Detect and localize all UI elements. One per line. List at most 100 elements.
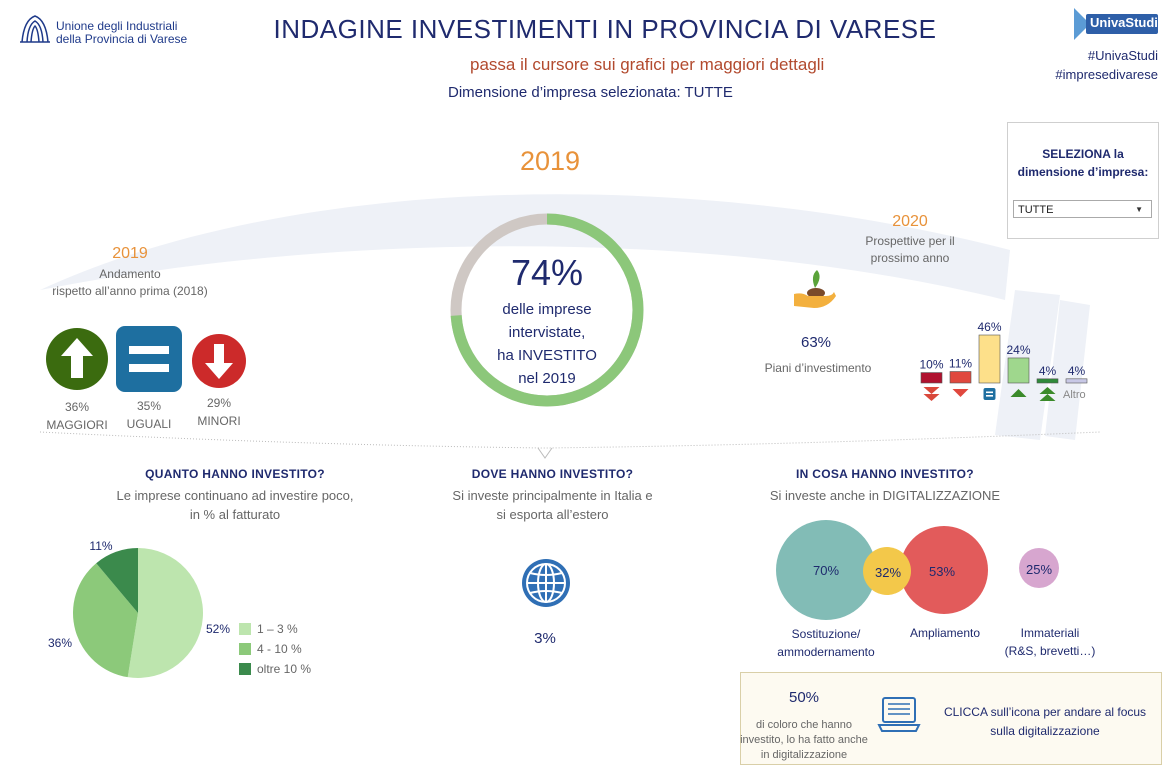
label-immateriali-line2: (R&S, brevetti…) <box>1004 644 1096 658</box>
unione-logo-icon <box>20 15 50 43</box>
digital-description: di coloro che hanno investito, lo ha fat… <box>733 718 875 763</box>
legend-label-2: oltre 10 % <box>257 662 312 676</box>
trend-down-pct: 29% <box>206 396 232 410</box>
trend-equal-item[interactable] <box>116 326 182 397</box>
equals-icon <box>983 388 996 400</box>
logo-line2: della Provincia di Varese <box>56 32 188 46</box>
laptop-button[interactable] <box>877 695 921 740</box>
cosa-title: IN COSA HANNO INVESTITO? <box>796 467 974 481</box>
outlook-line1: Prospettive per il <box>865 234 955 248</box>
outlook-line2: prossimo anno <box>870 251 950 265</box>
invested-line4: nel 2019 <box>518 370 576 387</box>
label-sostituzione-line1: Sostituzione/ <box>791 627 861 641</box>
outlook-bar-3[interactable] <box>1007 357 1030 384</box>
altro-label: Altro <box>1063 389 1086 401</box>
chevron-down-icon[interactable]: ▼ <box>1135 205 1143 214</box>
investment-bubbles[interactable] <box>770 515 1070 625</box>
cosa-subtitle: Si investe anche in DIGITALIZZAZIONE <box>769 488 1001 503</box>
quanto-line2: in % al fatturato <box>189 507 281 522</box>
logo-line1: Unione degli Industriali <box>56 19 178 33</box>
dove-subtitle: Si investe principalmente in Italia e si… <box>420 486 685 524</box>
outlook-description: Prospettive per il prossimo anno <box>830 233 990 267</box>
brand-name: UnivaStudi <box>1090 15 1158 30</box>
digital-line2: investito, lo ha fatto anche <box>740 734 868 746</box>
outlook-bar-label-4: 4% <box>1039 364 1057 378</box>
selected-dimension: Dimensione d’impresa selezionata: TUTTE <box>448 84 733 101</box>
globe-item[interactable] <box>521 558 571 613</box>
dimension-selector: SELEZIONA la dimensione d’impresa: TUTTE… <box>1007 122 1159 239</box>
arrow-up-icon <box>46 328 108 390</box>
digital-cta[interactable]: CLICCA sull’icona per andare al focus su… <box>937 703 1153 741</box>
digital-pct: 50% <box>788 689 820 706</box>
pie-label-1: 36% <box>48 636 72 650</box>
selector-title: SELEZIONA la dimensione d’impresa: <box>1008 145 1158 181</box>
dimension-dropdown[interactable]: TUTTE ▼ <box>1013 200 1152 218</box>
plant-hand-svg <box>794 270 836 308</box>
hover-hint: passa il cursore sui grafici per maggior… <box>470 55 825 74</box>
label-sostituzione-line2: ammodernamento <box>777 645 875 659</box>
investment-pie-chart[interactable]: 52% 36% 11% <box>40 530 340 690</box>
plan-pct: 63% <box>800 334 832 351</box>
legend-swatch-2 <box>239 663 251 675</box>
label-sostituzione: Sostituzione/ ammodernamento <box>760 625 892 661</box>
unione-logo-text: Unione degli Industriali della Provincia… <box>56 20 187 46</box>
outlook-bar-5[interactable] <box>1065 378 1088 384</box>
trend-up-pct: 36% <box>64 400 90 414</box>
trend-description: Andamento rispetto all’anno prima (2018) <box>20 266 240 300</box>
double-arrow-down-icon <box>923 387 940 401</box>
quanto-subtitle: Le imprese continuano ad investire poco,… <box>70 486 400 524</box>
legend-label-0: 1 – 3 % <box>257 622 298 636</box>
trend-year: 2019 <box>112 245 148 262</box>
digitalization-box: 50% di coloro che hanno investito, lo ha… <box>740 672 1162 765</box>
bubble-ampliamento <box>900 526 988 614</box>
label-ampliamento: Ampliamento <box>909 626 981 640</box>
trend-equal-text: UGUALI <box>126 417 172 431</box>
outlook-bar-label-1: 11% <box>949 357 972 371</box>
pie-label-2: 11% <box>89 539 112 553</box>
hashtag-impresedivarese[interactable]: #impresedivarese <box>1055 67 1158 82</box>
hashtag-univastudi[interactable]: #UnivaStudi <box>1087 48 1158 63</box>
univastudi-logo[interactable]: UnivaStudi <box>1072 6 1158 42</box>
legend-item-1: 4 - 10 % <box>239 642 302 656</box>
center-year: 2019 <box>519 146 581 176</box>
pie-slice-2[interactable] <box>96 548 138 613</box>
plan-label: Piani d’investimento <box>764 361 872 375</box>
arrow-up-icon <box>1010 389 1027 397</box>
outlook-bar-label-3: 24% <box>1006 343 1030 357</box>
globe-icon <box>522 559 570 607</box>
invested-line2: intervistate, <box>508 324 586 341</box>
dove-pct: 3% <box>534 630 556 647</box>
dove-title: DOVE HANNO INVESTITO? <box>471 467 634 481</box>
trend-up-label: 36% MAGGIORI <box>36 398 118 434</box>
trend-up-text: MAGGIORI <box>46 418 108 432</box>
invested-line1: delle imprese <box>502 301 592 318</box>
quanto-line1: Le imprese continuano ad investire poco, <box>116 488 354 503</box>
selector-title-line1: SELEZIONA la <box>1042 147 1124 161</box>
invested-donut-chart[interactable] <box>449 212 645 408</box>
outlook-bar-chart[interactable]: 10% 11% 46% 24% 4% 4% <box>915 314 1095 410</box>
outlook-bar-1[interactable] <box>949 371 972 384</box>
legend-item-2: oltre 10 % <box>239 662 311 676</box>
bubble-ampliamento-pct: 53% <box>928 564 956 579</box>
digital-line1: di coloro che hanno <box>755 719 852 731</box>
bubble-both <box>863 547 911 595</box>
legend-swatch-0 <box>239 623 251 635</box>
equals-icon <box>116 326 182 392</box>
selector-title-line2: dimensione d’impresa: <box>1017 165 1149 179</box>
trend-equal-pct: 35% <box>136 399 162 413</box>
label-immateriali: Immateriali (R&S, brevetti…) <box>990 624 1110 660</box>
legend-item-0: 1 – 3 % <box>239 622 298 636</box>
trend-line2: rispetto all’anno prima (2018) <box>52 284 208 298</box>
outlook-bar-0[interactable] <box>920 372 943 384</box>
outlook-bar-label-0: 10% <box>919 358 943 372</box>
hashtags: #UnivaStudi #impresedivarese <box>1010 46 1158 84</box>
pie-slice-1[interactable] <box>72 563 138 678</box>
outlook-bar-4[interactable] <box>1036 378 1059 384</box>
outlook-bar-2[interactable] <box>978 334 1001 384</box>
pie-slice-0[interactable] <box>127 548 203 678</box>
trend-up-item[interactable] <box>46 328 108 395</box>
digital-cta-line1: CLICCA sull’icona per andare al focus <box>943 705 1147 719</box>
invested-line3: ha INVESTITO <box>497 347 597 364</box>
trend-down-item[interactable] <box>192 334 246 393</box>
trend-equal-label: 35% UGUALI <box>108 397 190 433</box>
